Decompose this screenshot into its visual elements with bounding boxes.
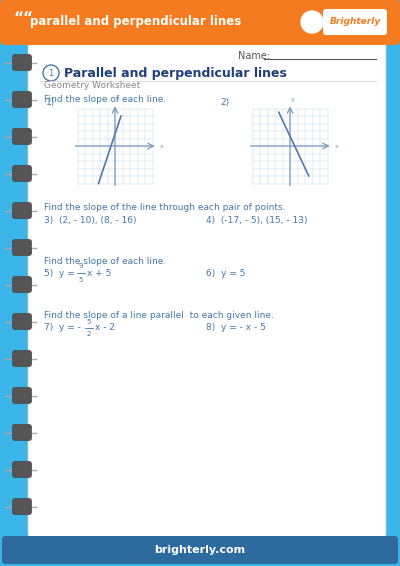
Text: 2: 2 bbox=[87, 332, 91, 337]
Text: 3)  (2, - 10), (8, - 16): 3) (2, - 10), (8, - 16) bbox=[44, 216, 136, 225]
Text: 2): 2) bbox=[220, 98, 229, 107]
FancyBboxPatch shape bbox=[12, 388, 32, 404]
Text: 5: 5 bbox=[87, 319, 91, 324]
Text: Find the slope of each line.: Find the slope of each line. bbox=[44, 95, 166, 104]
FancyBboxPatch shape bbox=[12, 54, 32, 71]
FancyBboxPatch shape bbox=[12, 92, 32, 108]
Text: Find the slope of each line.: Find the slope of each line. bbox=[44, 256, 166, 265]
FancyBboxPatch shape bbox=[12, 499, 32, 514]
FancyBboxPatch shape bbox=[12, 239, 32, 255]
Text: x: x bbox=[334, 144, 338, 149]
Text: Find the slope of a line parallel  to each given line.: Find the slope of a line parallel to eac… bbox=[44, 311, 274, 320]
Text: 5)  y =: 5) y = bbox=[44, 268, 78, 277]
Text: 6)  y = 5: 6) y = 5 bbox=[206, 268, 245, 277]
Text: 1: 1 bbox=[48, 68, 54, 78]
FancyBboxPatch shape bbox=[323, 9, 387, 35]
Text: ““: ““ bbox=[13, 11, 33, 27]
FancyBboxPatch shape bbox=[12, 203, 32, 218]
FancyBboxPatch shape bbox=[0, 0, 400, 45]
Text: Geometry Worksheet: Geometry Worksheet bbox=[44, 82, 140, 91]
Text: y: y bbox=[291, 96, 295, 101]
FancyBboxPatch shape bbox=[12, 424, 32, 440]
Text: x + 5: x + 5 bbox=[87, 268, 111, 277]
FancyBboxPatch shape bbox=[12, 277, 32, 293]
Text: x - 2: x - 2 bbox=[95, 324, 115, 332]
Text: 4)  (-17, - 5), (15, - 13): 4) (-17, - 5), (15, - 13) bbox=[206, 216, 308, 225]
Text: Find the slope of the line through each pair of points.: Find the slope of the line through each … bbox=[44, 204, 286, 212]
Text: parallel and perpendicular lines: parallel and perpendicular lines bbox=[30, 15, 241, 28]
FancyBboxPatch shape bbox=[28, 42, 386, 538]
Text: 1): 1) bbox=[46, 98, 55, 107]
FancyBboxPatch shape bbox=[2, 536, 398, 564]
Text: 9: 9 bbox=[79, 264, 83, 269]
Text: y: y bbox=[116, 96, 120, 101]
FancyBboxPatch shape bbox=[12, 314, 32, 329]
FancyBboxPatch shape bbox=[12, 165, 32, 182]
Circle shape bbox=[301, 11, 323, 33]
FancyBboxPatch shape bbox=[12, 461, 32, 478]
Text: Parallel and perpendicular lines: Parallel and perpendicular lines bbox=[64, 66, 287, 79]
Text: 5: 5 bbox=[79, 277, 83, 282]
FancyBboxPatch shape bbox=[12, 350, 32, 367]
FancyBboxPatch shape bbox=[12, 128, 32, 144]
Text: brighterly.com: brighterly.com bbox=[154, 545, 246, 555]
Text: Brighterly: Brighterly bbox=[329, 18, 381, 27]
Text: 7)  y = -: 7) y = - bbox=[44, 324, 84, 332]
Text: 8)  y = - x - 5: 8) y = - x - 5 bbox=[206, 324, 266, 332]
Text: x: x bbox=[160, 144, 163, 149]
Text: Name:: Name: bbox=[238, 51, 270, 61]
